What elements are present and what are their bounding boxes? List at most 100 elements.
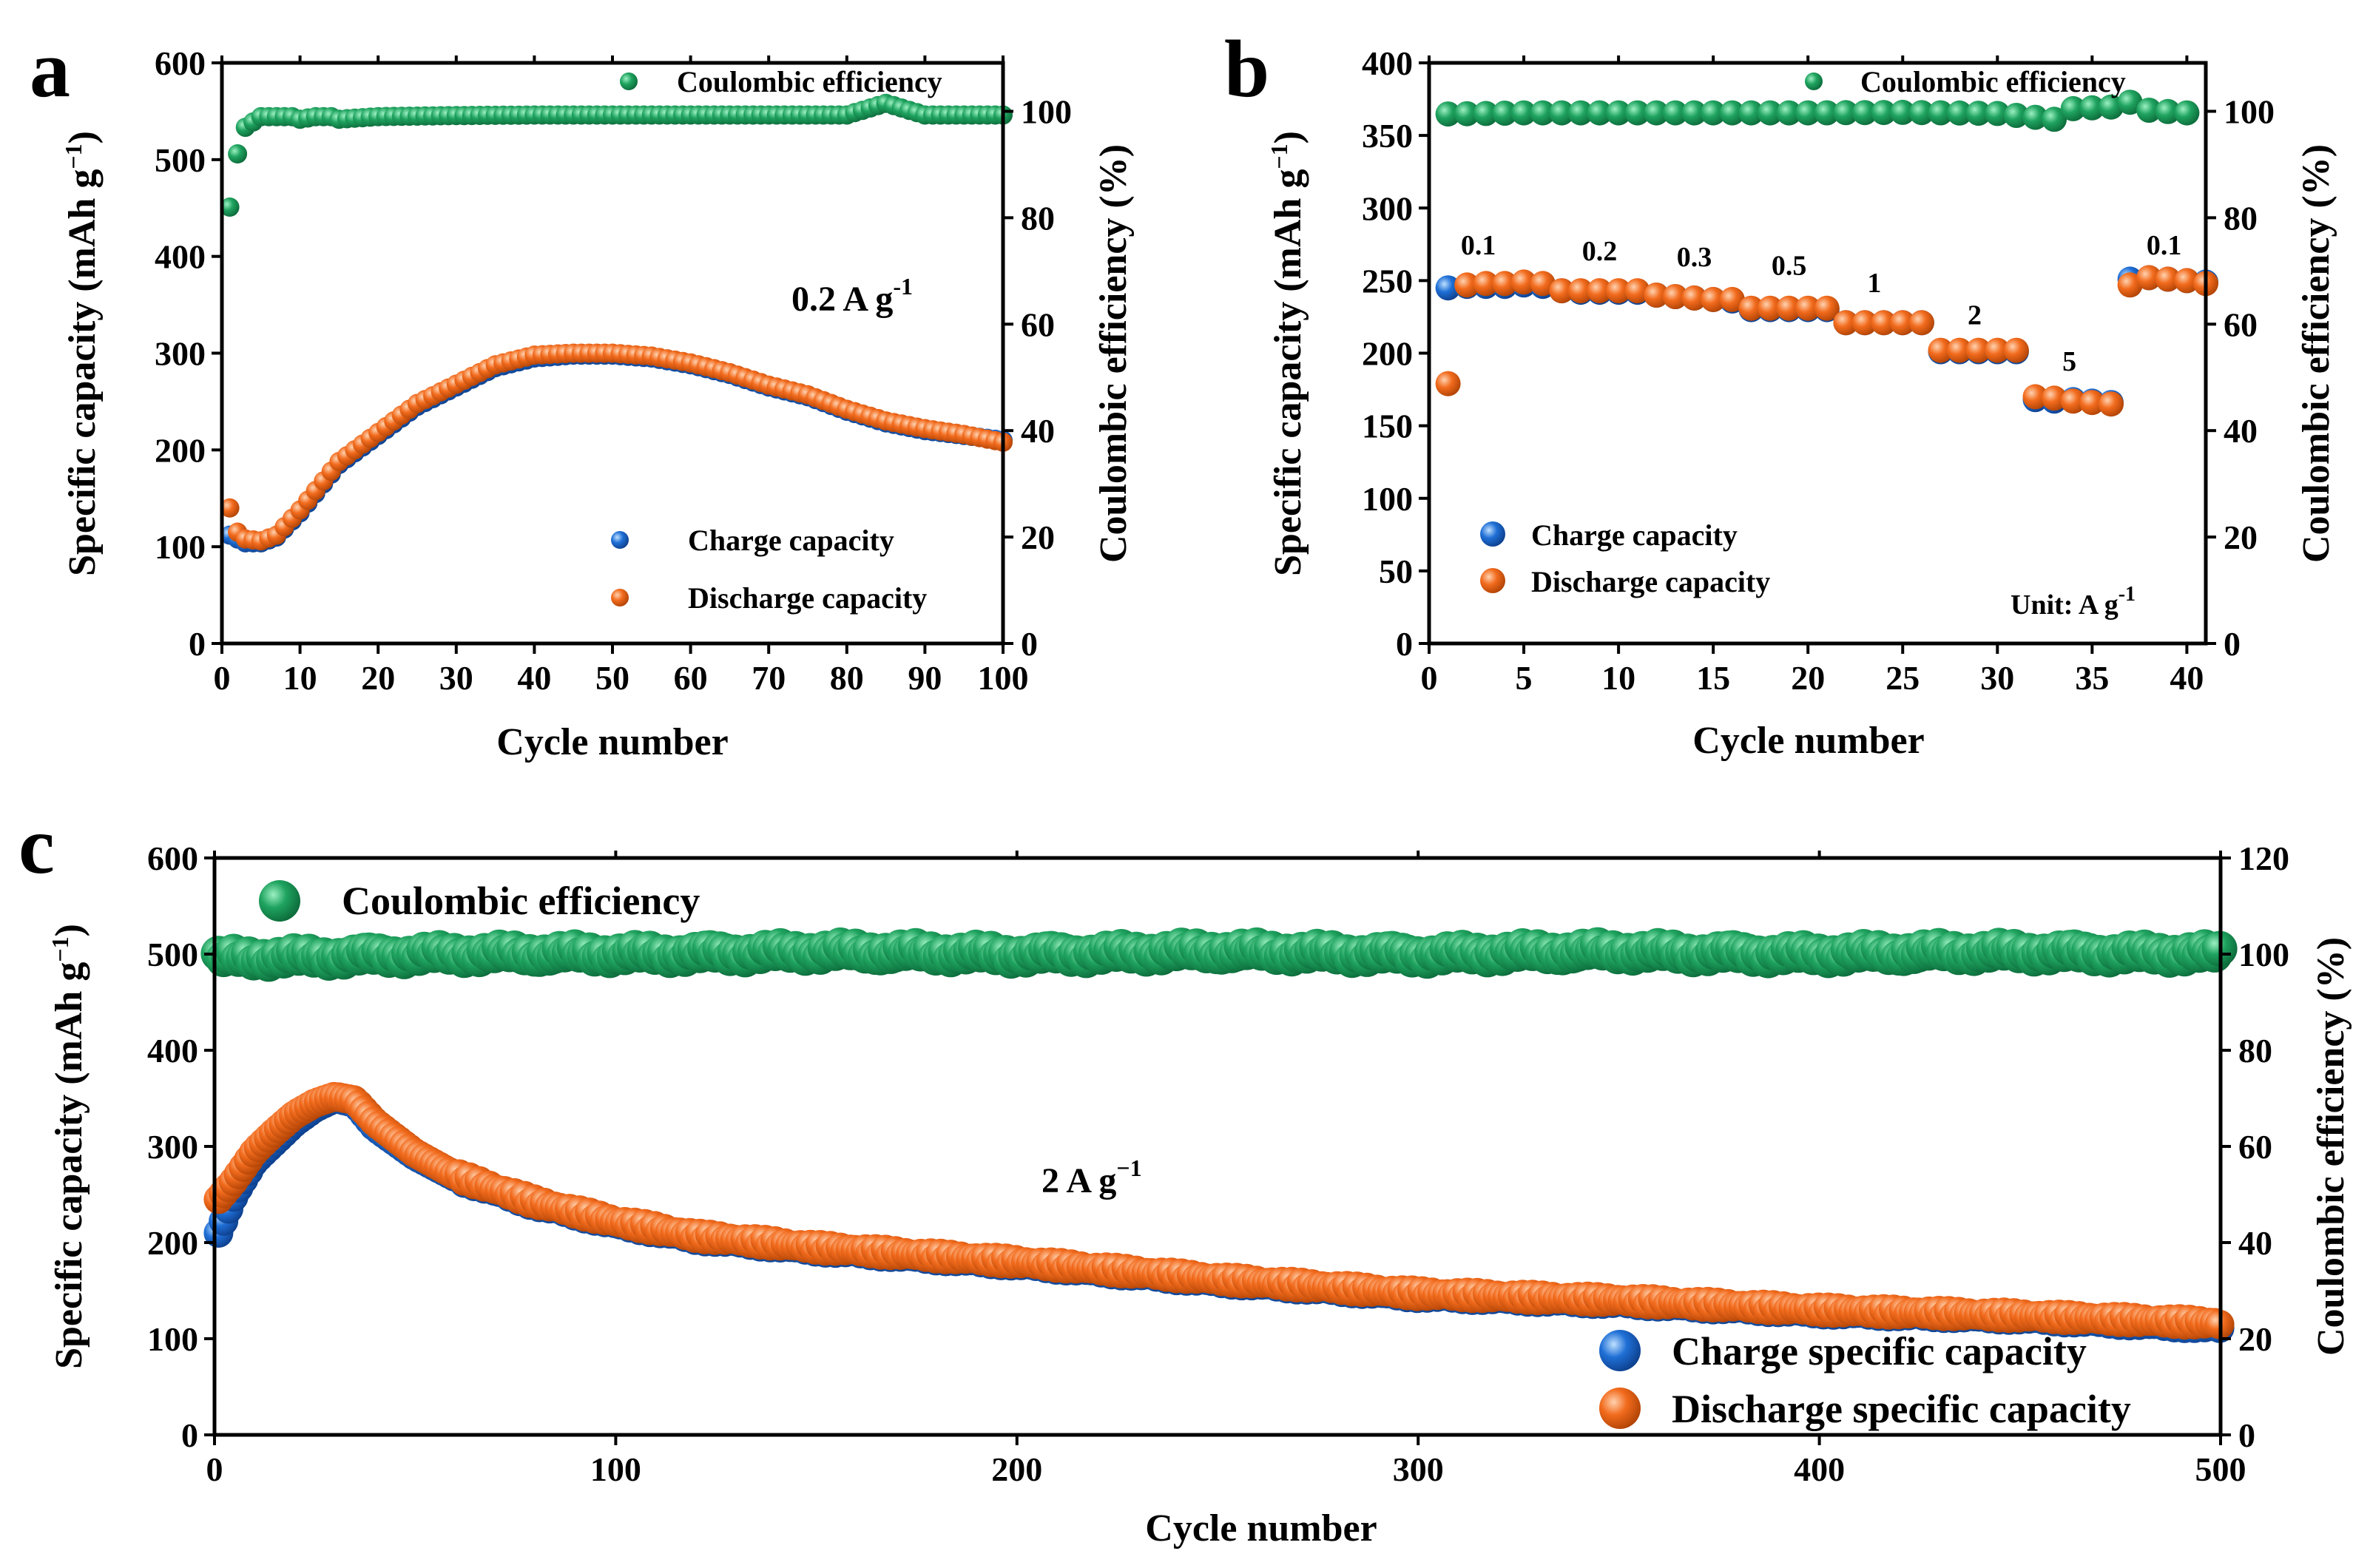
panel-b-discharge-point-33	[2060, 388, 2086, 414]
panel-b-ce-point-2	[1473, 101, 1499, 126]
panel-b-ce-point-33	[2060, 95, 2086, 121]
panel-a-legend-charge-marker	[611, 531, 629, 549]
panel-b-xtick-label-1: 5	[1516, 659, 1533, 697]
panel-b-ytick-right-label-0: 0	[2224, 625, 2241, 663]
panel-c-ytick-right-label-0: 0	[2238, 1416, 2255, 1454]
panel-b-discharge-point-3	[1492, 271, 1518, 297]
panel-b-ytick-left-label-7: 350	[1362, 117, 1413, 155]
panel-b-ce-point-8	[1587, 100, 1613, 126]
panel-b-rate-label-3: 0.5	[1772, 251, 1807, 282]
panel-b-letter: b	[1224, 24, 1269, 114]
panel-a-xtick-label-6: 60	[674, 659, 708, 697]
panel-c-xtick-label-3: 300	[1393, 1450, 1444, 1488]
panel-c-ylabel-left: Specific capacity (mAh g−1)	[47, 924, 90, 1369]
panel-c-ytick-right-label-6: 120	[2238, 839, 2289, 877]
panel-c-xtick-label-5: 500	[2195, 1450, 2246, 1488]
panel-b-discharge-point-6	[1549, 278, 1575, 304]
panel-b-discharge-point-8	[1587, 278, 1613, 304]
panel-b-discharge-point-38	[2155, 266, 2181, 292]
panel-b-ytick-left-label-6: 300	[1362, 189, 1413, 227]
panel-b-ce-point-1	[1454, 101, 1480, 126]
panel-a-xtick-label-5: 50	[595, 659, 629, 697]
panel-c-ytick-right-label-5: 100	[2238, 936, 2289, 973]
panel-b-ce-point-25	[1908, 100, 1934, 126]
panel-b-discharge-point-19	[1795, 295, 1821, 321]
panel-a-legend-discharge-marker	[611, 589, 629, 606]
panel-b-discharge-point-32	[2042, 385, 2067, 411]
panel-a-ytick-right-label-3: 60	[1021, 305, 1055, 343]
panel-b-discharge-point-20	[1814, 295, 1840, 321]
panel-a-xtick-label-7: 70	[752, 659, 786, 697]
panel-c-ytick-right-label-3: 60	[2238, 1128, 2272, 1166]
panel-b-discharge-point-9	[1606, 278, 1632, 304]
panel-b-ce-point-12	[1662, 100, 1688, 126]
panel-c-xtick-label-0: 0	[206, 1450, 223, 1488]
panel-b-ce-point-37	[2136, 98, 2162, 123]
panel-b-ce-point-24	[1890, 99, 1916, 125]
panel-b-discharge-point-12	[1662, 284, 1688, 309]
panel-b-discharge-point-22	[1852, 310, 1877, 336]
panel-b-legend-ce-marker	[1805, 72, 1823, 90]
panel-b-xtick-label-0: 0	[1421, 659, 1438, 697]
panel-b-discharge-point-30	[2003, 337, 2029, 363]
panel-c-xtick-label-1: 100	[590, 1450, 641, 1488]
panel-b-discharge-point-21	[1833, 310, 1859, 336]
panel-b-unit-label: Unit: A g-1	[2011, 583, 2136, 621]
panel-a-ytick-left-label-5: 500	[155, 141, 206, 179]
panel-b-legend-charge: Charge capacity	[1531, 518, 1738, 552]
panel-b-ce-point-9	[1606, 100, 1632, 126]
panel-b-rate-label-7: 0.1	[2147, 230, 2182, 261]
panel-b-xtick-label-3: 15	[1696, 659, 1730, 697]
panel-b-ce-point-29	[1985, 101, 2011, 126]
panel-b-ytick-right-label-1: 20	[2224, 518, 2258, 556]
panel-b-rate-label-2: 0.3	[1677, 242, 1712, 273]
panel-b-ce-point-27	[1947, 100, 1973, 126]
panel-c-xlabel: Cycle number	[1145, 1507, 1377, 1550]
panel-a-ytick-left-label-0: 0	[189, 625, 206, 663]
panel-c-ytick-right-label-4: 80	[2238, 1032, 2272, 1069]
panel-b-discharge-point-23	[1871, 310, 1897, 336]
panel-b-discharge-point-27	[1947, 337, 1973, 363]
panel-b-discharge-point-13	[1681, 285, 1707, 311]
panel-b-ytick-right-label-5: 100	[2224, 92, 2275, 130]
panel-b-ce-point-26	[1928, 100, 1954, 126]
panel-b-discharge-point-28	[1965, 337, 1991, 363]
panel-a-annotation: 0.2 A g-1	[791, 273, 913, 319]
panel-b-ce-point-0	[1435, 101, 1461, 127]
panel-b-xtick-label-7: 35	[2075, 659, 2109, 697]
panel-b-ce-point-32	[2042, 107, 2067, 132]
panel-b-ce-point-34	[2079, 95, 2105, 121]
panel-c-legend-ce-marker	[259, 880, 300, 922]
panel-b-discharge-point-31	[2022, 384, 2048, 410]
panel-b-discharge-point-35	[2099, 391, 2124, 417]
panel-c-ytick-left-label-2: 200	[147, 1224, 198, 1262]
panel-a-legend-ce: Coulombic efficiency	[677, 65, 942, 98]
panel-b-ce-point-7	[1567, 100, 1593, 126]
panel-b-discharge-point-17	[1758, 295, 1783, 321]
panel-a-xlabel: Cycle number	[496, 721, 728, 763]
panel-b-ce-point-22	[1852, 100, 1877, 126]
panel-b-ce-point-28	[1965, 101, 1991, 126]
panel-a-xtick-label-10: 100	[978, 659, 1029, 697]
panel-c-xtick-label-4: 400	[1794, 1450, 1845, 1488]
panel-c-ytick-left-label-0: 0	[181, 1416, 198, 1454]
panel-a-ytick-right-label-1: 20	[1021, 518, 1055, 556]
panel-a-ytick-right-label-4: 80	[1021, 199, 1055, 237]
panel-b-ytick-right-label-3: 60	[2224, 305, 2258, 343]
panel-a-legend-discharge: Discharge capacity	[688, 581, 927, 615]
panel-b-ce-point-20	[1814, 100, 1840, 126]
panel-b-discharge-point-2	[1473, 271, 1499, 297]
panel-a-axes: 0 10 20 30 40 50 60 70 80 90 100010020030040050060…	[155, 44, 1072, 697]
panel-b-discharge-point-39	[2174, 268, 2200, 294]
panel-b-discharge-point-26	[1928, 337, 1954, 363]
panel-b-ce-point-30	[2003, 103, 2029, 128]
panel-b-rate-label-5: 2	[1968, 300, 1982, 331]
panel-b-discharge-point-1	[1454, 272, 1480, 298]
panel-b-discharge-point-4	[1511, 269, 1536, 295]
panel-b-ce-point-14	[1701, 100, 1726, 126]
panel-c-legend-charge-marker	[1599, 1330, 1641, 1371]
panel-b-ce-point-15	[1719, 100, 1745, 126]
panel-c-legend-discharge-marker	[1599, 1388, 1641, 1429]
panel-b-ce-point-11	[1644, 100, 1670, 126]
panel-a-xtick-label-8: 80	[830, 659, 864, 697]
